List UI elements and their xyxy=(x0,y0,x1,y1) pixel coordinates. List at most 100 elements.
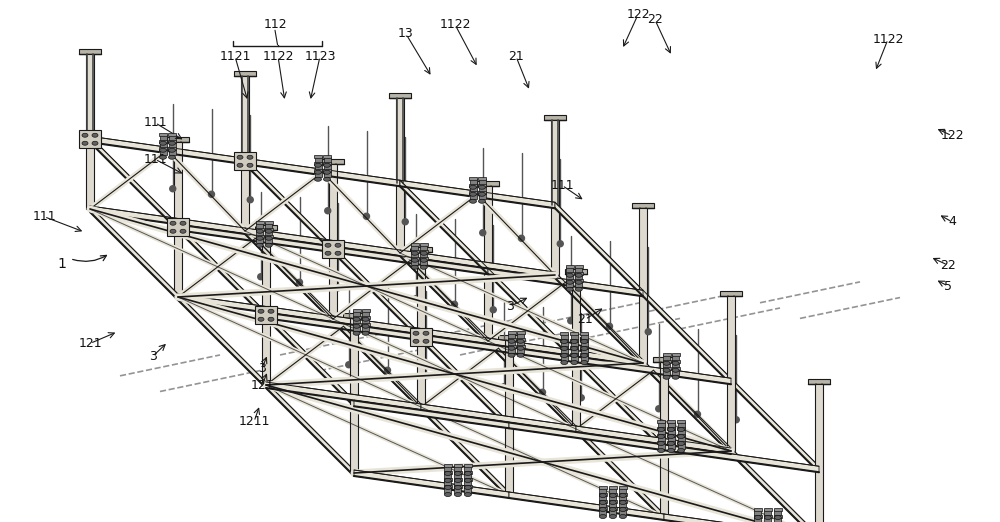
Polygon shape xyxy=(660,362,668,517)
Ellipse shape xyxy=(678,442,685,445)
Ellipse shape xyxy=(454,492,461,496)
Bar xyxy=(508,345,516,348)
Ellipse shape xyxy=(325,243,331,247)
Ellipse shape xyxy=(609,493,616,497)
Polygon shape xyxy=(410,328,432,346)
Polygon shape xyxy=(343,313,365,318)
Circle shape xyxy=(413,296,419,302)
Bar xyxy=(470,186,477,192)
Bar xyxy=(265,230,272,236)
Polygon shape xyxy=(643,360,731,454)
Ellipse shape xyxy=(581,339,588,343)
Bar xyxy=(678,421,685,428)
Bar xyxy=(324,164,330,170)
Circle shape xyxy=(296,279,302,285)
Circle shape xyxy=(490,307,496,313)
Polygon shape xyxy=(509,492,664,520)
Bar xyxy=(764,516,771,522)
Bar xyxy=(517,338,525,341)
Bar xyxy=(657,420,665,422)
Bar xyxy=(168,140,176,143)
Ellipse shape xyxy=(571,347,578,350)
Ellipse shape xyxy=(668,428,675,432)
Bar xyxy=(362,309,370,312)
Bar xyxy=(508,340,515,346)
Ellipse shape xyxy=(571,339,578,343)
Ellipse shape xyxy=(581,361,588,364)
Bar xyxy=(774,516,781,522)
Ellipse shape xyxy=(464,485,471,490)
Bar xyxy=(609,500,617,503)
Polygon shape xyxy=(477,181,499,186)
Ellipse shape xyxy=(268,309,274,313)
Bar xyxy=(517,340,524,346)
Bar xyxy=(672,360,680,363)
Ellipse shape xyxy=(619,501,626,504)
Text: 1122: 1122 xyxy=(439,18,471,31)
Bar xyxy=(663,369,670,375)
Bar xyxy=(478,191,486,194)
Bar xyxy=(444,480,451,485)
Ellipse shape xyxy=(663,361,670,365)
Text: 3: 3 xyxy=(258,362,266,374)
Bar xyxy=(609,508,616,515)
Bar xyxy=(420,257,428,260)
Ellipse shape xyxy=(658,434,665,438)
Bar xyxy=(570,331,578,335)
Text: 1122: 1122 xyxy=(262,50,294,63)
Text: 111: 111 xyxy=(550,179,574,192)
Bar xyxy=(571,334,578,339)
Bar xyxy=(508,331,516,334)
Text: 1: 1 xyxy=(58,257,66,270)
Bar xyxy=(470,193,477,199)
Polygon shape xyxy=(544,115,566,120)
Bar xyxy=(754,516,761,522)
Bar xyxy=(678,429,685,434)
Circle shape xyxy=(170,186,176,192)
Bar xyxy=(658,443,665,448)
Ellipse shape xyxy=(678,448,685,453)
Bar xyxy=(575,274,582,280)
Ellipse shape xyxy=(256,243,263,247)
Bar xyxy=(575,279,583,282)
Ellipse shape xyxy=(508,339,515,343)
Ellipse shape xyxy=(561,347,568,350)
Ellipse shape xyxy=(609,515,616,518)
Bar xyxy=(619,508,626,515)
Ellipse shape xyxy=(479,185,486,189)
Bar xyxy=(609,506,617,509)
Bar xyxy=(314,155,322,158)
Ellipse shape xyxy=(508,353,515,357)
Bar xyxy=(663,355,670,361)
Ellipse shape xyxy=(353,317,360,321)
Bar xyxy=(672,369,679,375)
Bar xyxy=(575,267,582,273)
Bar xyxy=(353,316,361,319)
Polygon shape xyxy=(90,206,178,300)
Bar xyxy=(160,143,166,148)
Bar xyxy=(324,157,330,163)
Ellipse shape xyxy=(168,141,176,145)
Polygon shape xyxy=(178,294,333,322)
Polygon shape xyxy=(488,268,576,362)
Ellipse shape xyxy=(517,353,524,357)
Bar xyxy=(599,494,606,501)
Ellipse shape xyxy=(265,229,272,233)
Text: 121: 121 xyxy=(78,337,102,350)
Bar xyxy=(581,340,588,347)
Bar xyxy=(464,480,471,485)
Bar xyxy=(580,346,588,349)
Bar xyxy=(658,421,665,428)
Bar xyxy=(668,435,675,442)
Bar xyxy=(411,259,418,265)
Ellipse shape xyxy=(362,324,369,328)
Text: 1123: 1123 xyxy=(304,50,336,63)
Ellipse shape xyxy=(575,287,582,291)
Bar xyxy=(619,485,627,489)
Bar xyxy=(658,435,665,442)
Text: 121: 121 xyxy=(250,379,274,392)
Ellipse shape xyxy=(609,507,616,512)
Ellipse shape xyxy=(672,375,679,379)
Circle shape xyxy=(568,318,574,324)
Text: 3: 3 xyxy=(506,300,514,313)
